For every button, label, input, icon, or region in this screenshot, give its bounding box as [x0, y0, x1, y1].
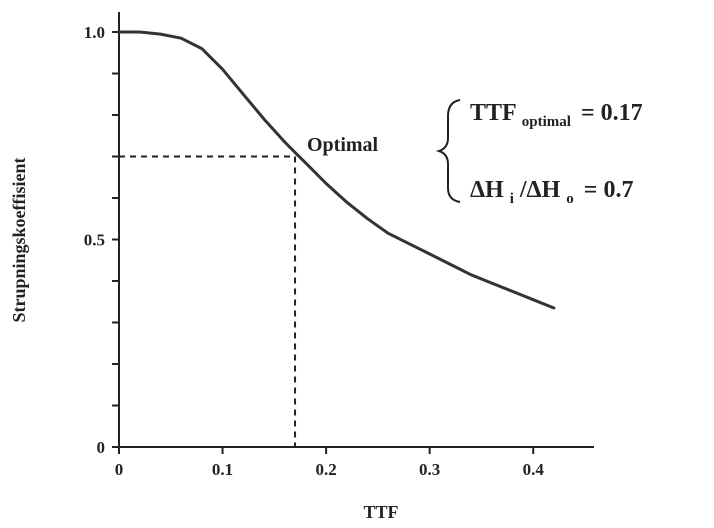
delta-h-ratio-formula: ΔH i /ΔH o = 0.7	[470, 177, 633, 209]
delta-h-o-subscript: o	[566, 191, 574, 207]
series-layer	[117, 30, 556, 310]
ttf-symbol: TTF	[470, 100, 516, 126]
series-line	[117, 30, 556, 310]
x-tick-label: 0	[115, 460, 124, 479]
reference-guides	[119, 155, 297, 447]
y-axis-label: Strupningskoeffisient	[9, 157, 29, 322]
delta-h-o: /ΔH	[519, 177, 561, 203]
ttf-value: = 0.17	[581, 100, 643, 126]
ticks: 0 0.1 0.2 0.3 0.4 0 0.5 1.0	[84, 23, 545, 479]
x-tick-label: 0.1	[212, 460, 233, 479]
delta-h-i: ΔH	[470, 177, 504, 203]
y-tick-label: 1.0	[84, 23, 105, 42]
ttf-optimal-formula: TTF optimal = 0.17	[470, 100, 643, 132]
axes	[118, 12, 594, 448]
x-tick-label: 0.2	[315, 460, 336, 479]
x-tick-label: 0.3	[419, 460, 440, 479]
y-tick-label: 0.5	[84, 231, 105, 250]
ttf-subscript: optimal	[522, 114, 571, 130]
optimal-point-label: Optimal	[307, 134, 379, 156]
delta-h-i-subscript: i	[510, 191, 514, 207]
y-tick-label: 0	[97, 438, 106, 457]
x-axis-label: TTF	[363, 502, 398, 522]
brace	[435, 99, 461, 203]
delta-h-value: = 0.7	[584, 177, 634, 203]
x-tick-label: 0.4	[523, 460, 545, 479]
